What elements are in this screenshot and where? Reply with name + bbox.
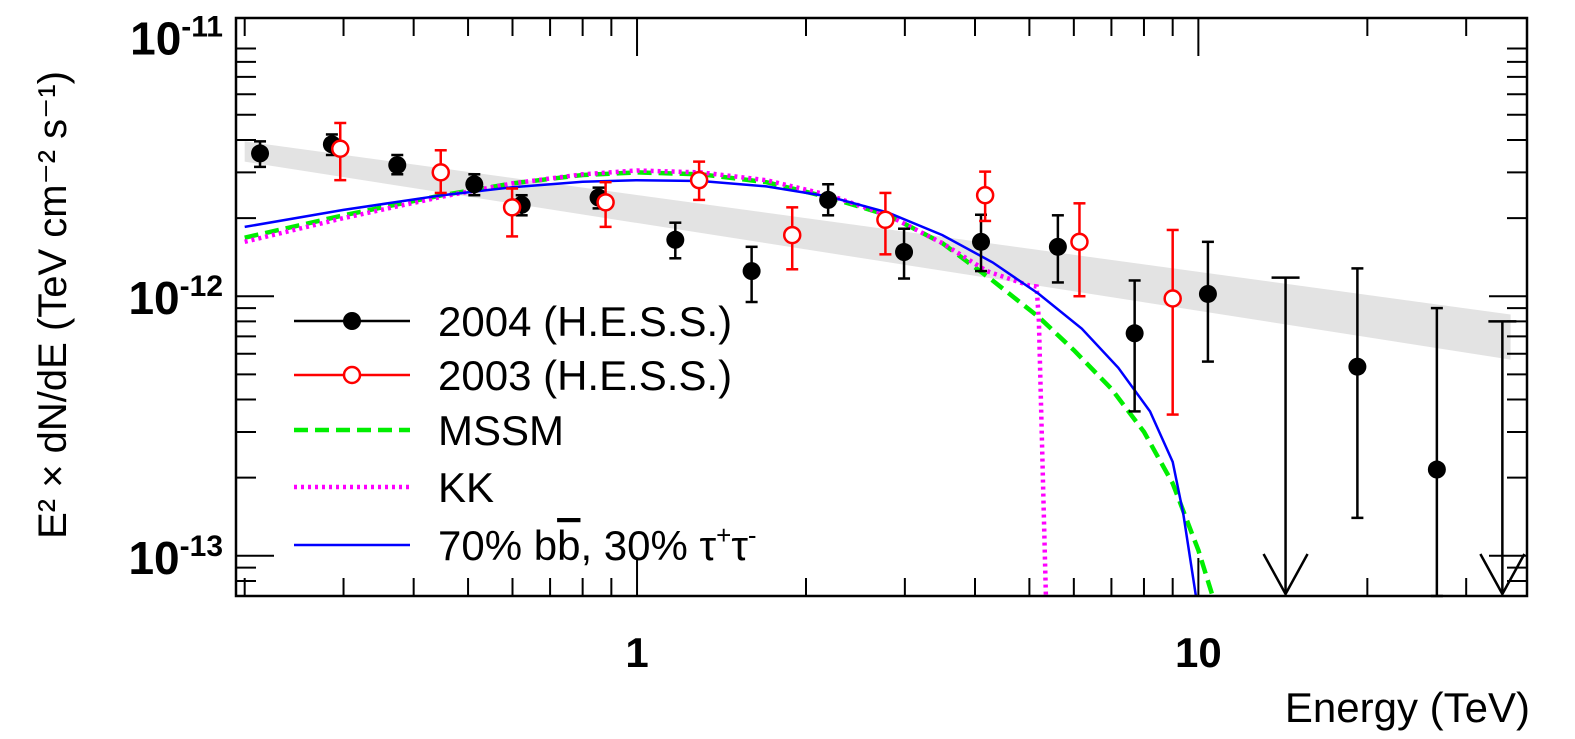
point-2003-marker bbox=[502, 198, 522, 217]
point-2004-8 bbox=[819, 183, 838, 217]
point-2003-marker bbox=[331, 139, 350, 158]
legend-entry-3: KK bbox=[294, 464, 494, 511]
point-2003-6 bbox=[876, 191, 895, 256]
point-2004-marker bbox=[742, 262, 761, 281]
point-2003-marker bbox=[782, 225, 802, 245]
point-2003-8 bbox=[1070, 202, 1089, 298]
fit-band-layer bbox=[244, 141, 1511, 360]
point-2004-13 bbox=[1198, 240, 1217, 363]
point-2004-marker bbox=[666, 230, 685, 249]
legend-label: KK bbox=[438, 464, 494, 511]
point-2004-2 bbox=[388, 153, 407, 176]
legend-label: 2003 (H.E.S.S.) bbox=[438, 352, 732, 399]
point-2004-marker bbox=[1048, 237, 1067, 256]
legend-marker bbox=[343, 312, 361, 330]
y-tick-label: 10-13 bbox=[128, 530, 223, 584]
legend: 2004 (H.E.S.S.) 2003 (H.E.S.S.) MSSM KK 70% … bbox=[294, 298, 757, 569]
axes-layer: 1 10 10-11 10-12 10-13 bbox=[128, 11, 1529, 676]
point-2004-marker bbox=[1125, 324, 1144, 343]
point-2003-marker bbox=[975, 185, 995, 205]
y-tick-label: 10-12 bbox=[128, 270, 223, 324]
point-2003-2 bbox=[502, 187, 522, 238]
point-2003-marker bbox=[1163, 289, 1182, 308]
point-2004-6 bbox=[666, 221, 685, 260]
legend-label: 2004 (H.E.S.S.) bbox=[438, 298, 732, 345]
legend-entry-0: 2004 (H.E.S.S.) bbox=[294, 298, 732, 345]
point-2003-marker bbox=[596, 193, 615, 212]
point-2003-3 bbox=[596, 180, 615, 229]
point-2003-5 bbox=[782, 206, 802, 271]
point-2003-4 bbox=[689, 160, 709, 202]
fit-band bbox=[244, 141, 1511, 360]
point-2004-11 bbox=[1048, 214, 1067, 284]
point-2003-marker bbox=[1070, 232, 1089, 252]
point-2004-marker bbox=[1348, 357, 1367, 376]
y-axis-label: E² × dN/dE (TeV cm⁻² s⁻¹) bbox=[31, 71, 75, 539]
point-2003-marker bbox=[689, 170, 709, 190]
point-2004-marker bbox=[465, 175, 484, 194]
point-2004-9 bbox=[895, 227, 914, 280]
legend-marker bbox=[342, 365, 362, 385]
point-2004-10 bbox=[972, 213, 991, 273]
legend-entry-2: MSSM bbox=[294, 407, 564, 454]
point-2004-marker bbox=[1427, 460, 1446, 479]
point-2004-marker bbox=[895, 243, 914, 262]
point-2004-marker bbox=[972, 232, 991, 251]
point-2004-0 bbox=[251, 140, 270, 169]
x-tick-label: 10 bbox=[1175, 629, 1222, 676]
point-2003-7 bbox=[975, 170, 995, 223]
upper-limit-arrowhead bbox=[1262, 553, 1309, 597]
point-2003-1 bbox=[431, 149, 450, 195]
point-2003-0 bbox=[331, 121, 350, 182]
point-2003-marker bbox=[431, 163, 450, 182]
point-2003-9 bbox=[1163, 228, 1182, 416]
point-2004-marker bbox=[819, 190, 838, 209]
point-2004-marker bbox=[1198, 284, 1217, 303]
x-tick-label: 1 bbox=[625, 629, 648, 676]
point-2004-12 bbox=[1125, 279, 1144, 413]
point-2004-marker bbox=[251, 144, 270, 163]
upper-limit-arrow-0 bbox=[1262, 276, 1309, 597]
legend-label: 70% bb, 30% τ+τ- bbox=[438, 520, 757, 569]
point-2004-7 bbox=[742, 245, 761, 304]
x-axis-label: Energy (TeV) bbox=[1285, 684, 1530, 731]
legend-label: MSSM bbox=[438, 407, 564, 454]
legend-entry-4: 70% bb, 30% τ+τ- bbox=[294, 520, 757, 569]
y-tick-label: 10-11 bbox=[130, 11, 223, 65]
plot-frame bbox=[234, 16, 1529, 598]
point-2003-marker bbox=[876, 210, 895, 230]
point-2004-15 bbox=[1427, 306, 1446, 598]
legend-entry-1: 2003 (H.E.S.S.) bbox=[294, 352, 732, 399]
point-2004-14 bbox=[1348, 267, 1367, 520]
point-2004-3 bbox=[465, 173, 484, 197]
point-2004-marker bbox=[388, 156, 407, 175]
data-points-layer bbox=[251, 121, 1526, 598]
